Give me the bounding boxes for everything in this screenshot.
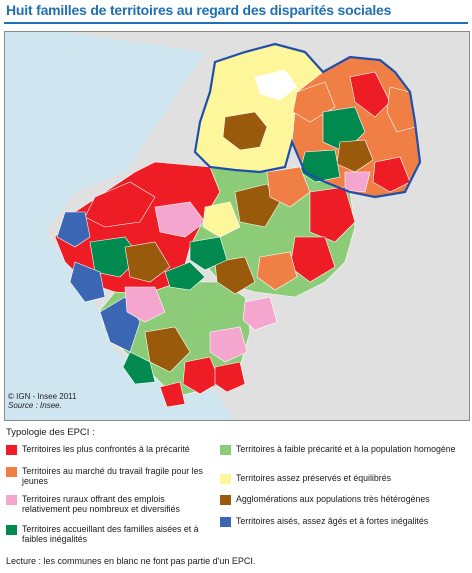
- legend-label: Agglomérations aux populations très hété…: [236, 494, 430, 504]
- title-rule: [4, 22, 468, 24]
- region-map: [5, 32, 469, 420]
- legend-item: Territoires aisés, assez âgés et à forte…: [220, 516, 460, 527]
- reading-note: Lecture : les communes en blanc ne font …: [6, 556, 256, 566]
- legend-item: Territoires à faible précarité et à la p…: [220, 444, 460, 455]
- legend-swatch: [220, 445, 231, 455]
- credit-text: © IGN - Insee 2011: [8, 392, 77, 401]
- legend-swatch: [6, 525, 17, 535]
- legend-item: Territoires au marché du travail fragile…: [6, 466, 206, 486]
- legend-title: Typologie des EPCI :: [6, 427, 95, 438]
- legend-item: Territoires accueillant des familles ais…: [6, 524, 206, 544]
- source-text: Source : Insee.: [8, 401, 62, 410]
- legend-item: Territoires ruraux offrant des emplois r…: [6, 494, 206, 514]
- legend-swatch: [220, 517, 231, 527]
- legend-label: Territoires assez préservés et équilibré…: [236, 473, 391, 483]
- legend-label: Territoires les plus confrontés à la pré…: [22, 444, 190, 454]
- legend-label: Territoires aisés, assez âgés et à forte…: [236, 516, 429, 526]
- legend: Typologie des EPCI : Territoires les plu…: [4, 423, 468, 551]
- map-title: Huit familles de territoires au regard d…: [6, 2, 392, 18]
- legend-swatch: [220, 474, 231, 484]
- legend-item: Territoires les plus confrontés à la pré…: [6, 444, 206, 455]
- legend-label: Territoires ruraux offrant des emplois r…: [22, 494, 180, 514]
- epci-patches: [56, 69, 416, 408]
- map-frame: [4, 31, 470, 421]
- legend-item: Agglomérations aux populations très hété…: [220, 494, 460, 505]
- legend-label: Territoires au marché du travail fragile…: [22, 466, 203, 486]
- legend-swatch: [220, 495, 231, 505]
- legend-swatch: [6, 495, 17, 505]
- legend-swatch: [6, 467, 17, 477]
- map-credit: © IGN - Insee 2011 Source : Insee.: [8, 392, 76, 410]
- department-boundary: [193, 42, 422, 199]
- legend-label: Territoires à faible précarité et à la p…: [236, 444, 456, 454]
- legend-label: Territoires accueillant des familles ais…: [22, 524, 199, 544]
- legend-swatch: [6, 445, 17, 455]
- legend-item: Territoires assez préservés et équilibré…: [220, 473, 460, 484]
